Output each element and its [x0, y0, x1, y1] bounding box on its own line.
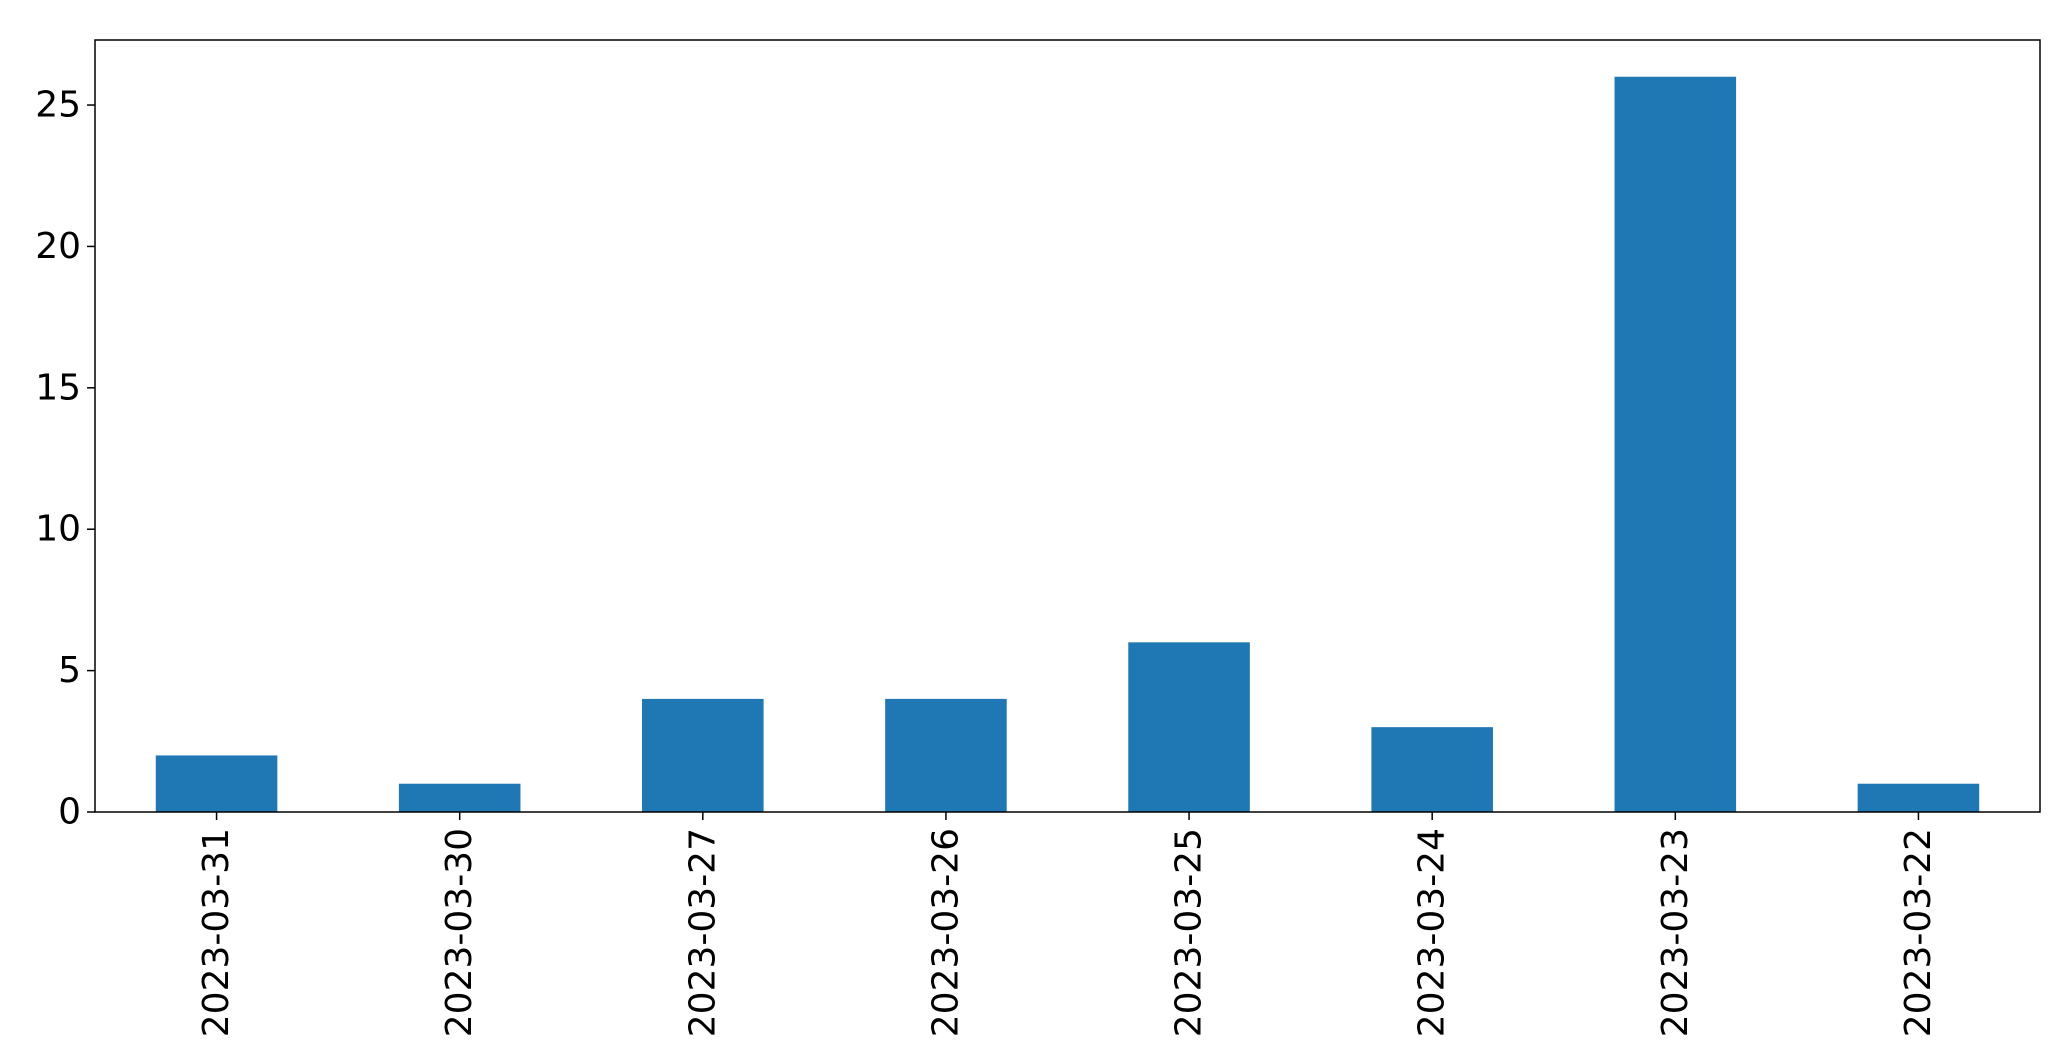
- y-tick-label: 5: [58, 650, 81, 691]
- bar-2023-03-26: [885, 698, 1007, 812]
- x-tick-label: 2023-03-31: [196, 828, 237, 1037]
- y-tick-label: 25: [35, 85, 81, 126]
- bar-2023-03-30: [398, 783, 521, 812]
- y-tick-label: 10: [35, 509, 81, 550]
- bars: [155, 76, 1980, 812]
- bar-2023-03-27: [642, 698, 764, 812]
- plot-frame: [94, 39, 2041, 813]
- x-tick-label: 2023-03-24: [1412, 828, 1453, 1037]
- x-tick-label: 2023-03-26: [925, 828, 966, 1037]
- bar-2023-03-23: [1614, 76, 1737, 812]
- bar-2023-03-25: [1128, 642, 1250, 812]
- x-tick-label: 2023-03-27: [682, 828, 723, 1037]
- bar-2023-03-24: [1371, 727, 1493, 812]
- y-axis: 0 5 10 15 20 25: [35, 85, 95, 833]
- x-tick-label: 2023-03-23: [1655, 828, 1696, 1037]
- x-tick-label: 2023-03-25: [1169, 828, 1210, 1037]
- y-tick-label: 15: [35, 367, 81, 408]
- x-axis: 2023-03-31 2023-03-30 2023-03-27 2023-03-26…: [196, 812, 1939, 1037]
- y-tick-label: 20: [35, 226, 81, 267]
- x-tick-label: 2023-03-22: [1898, 828, 1939, 1037]
- bar-2023-03-31: [155, 755, 278, 812]
- bar-2023-03-22: [1857, 783, 1980, 812]
- y-tick-label: 0: [58, 792, 81, 833]
- x-tick-label: 2023-03-30: [439, 828, 480, 1037]
